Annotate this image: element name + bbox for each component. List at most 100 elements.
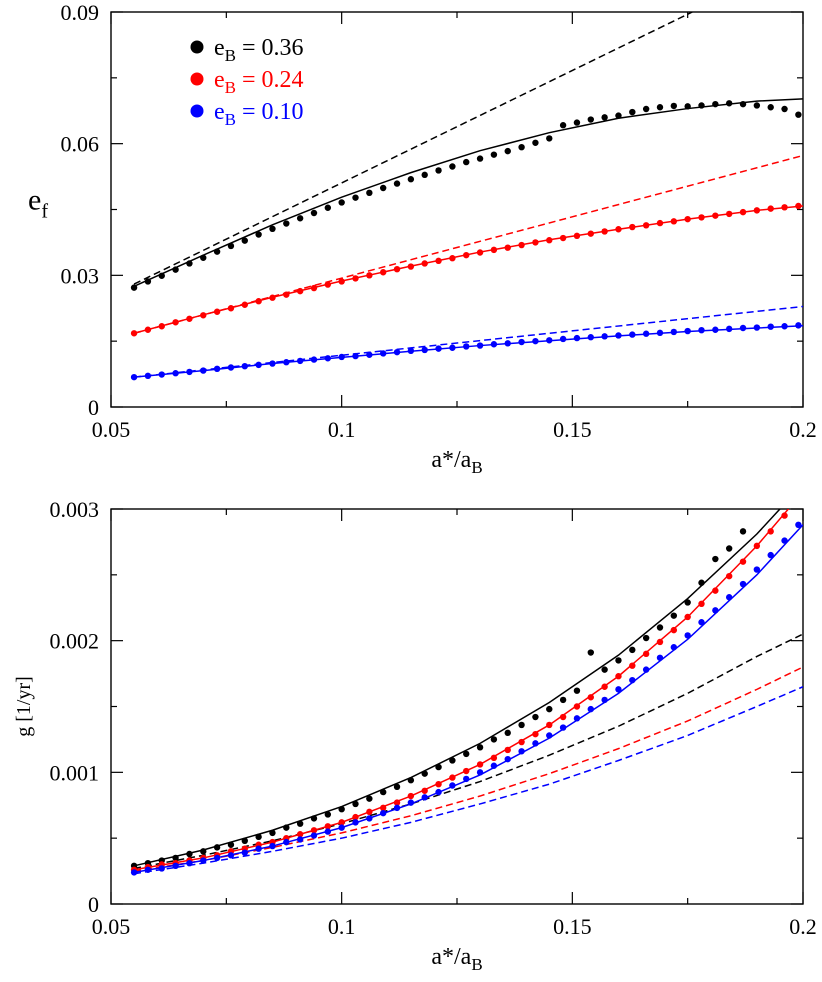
data-point — [546, 705, 553, 713]
data-point — [656, 624, 664, 631]
x-axis-label: a*/aB — [431, 944, 482, 974]
data-point — [781, 105, 788, 113]
series-group — [130, 509, 803, 876]
data-point — [781, 512, 788, 519]
tick-marks — [110, 508, 804, 905]
data-point — [767, 104, 774, 111]
data-point — [601, 114, 608, 121]
tick-labels: 0.05 0.1 0.15 0.2 0 0.001 0.002 0.003 — [50, 497, 817, 939]
data-point — [518, 721, 525, 729]
data-point — [393, 180, 401, 187]
y-axis-label: ef — [28, 184, 48, 223]
data-point — [532, 139, 539, 146]
y-tick-label: 0.06 — [61, 132, 100, 157]
data-point — [573, 119, 581, 126]
x-axis-label-sub: B — [471, 955, 482, 974]
series-e-b-0-24-fit — [133, 205, 803, 334]
data-point — [573, 687, 581, 694]
data-point — [463, 750, 470, 758]
legend-item: eB = 0.10 — [190, 99, 304, 129]
data-point — [490, 736, 498, 743]
series-e-b-0-10-linear — [133, 305, 803, 378]
data-point — [767, 551, 774, 559]
data-point — [656, 638, 664, 646]
data-point — [532, 713, 539, 721]
y-tick-label: 0.03 — [61, 263, 100, 288]
data-point — [559, 724, 567, 731]
data-point — [629, 108, 636, 116]
x-tick-label: 0.05 — [92, 914, 131, 939]
x-tick-label: 0.1 — [328, 417, 356, 442]
data-point — [587, 694, 594, 701]
data-point — [393, 783, 401, 791]
series-e-b-0-10-linear — [133, 686, 803, 875]
legend-marker — [190, 40, 204, 54]
data-point — [449, 163, 456, 170]
data-point — [296, 215, 304, 222]
x-axis-label-main: a*/a — [431, 944, 471, 970]
x-tick-label: 0.2 — [789, 914, 817, 939]
data-point — [476, 744, 484, 751]
y-tick-label: 0 — [88, 395, 99, 420]
series-e-b-0-24-simulation — [130, 202, 802, 337]
data-point — [518, 143, 525, 151]
data-point — [407, 176, 415, 183]
series-e-b-0-36-fit — [133, 509, 781, 867]
data-point — [283, 220, 290, 227]
data-point — [795, 521, 802, 528]
series-group — [130, 12, 803, 381]
series-e-b-0-36-fit — [133, 98, 803, 287]
series-e-b-0-36-linear — [133, 12, 693, 285]
x-axis-label: a*/aB — [431, 447, 482, 477]
data-point — [241, 237, 248, 244]
data-point — [352, 194, 359, 201]
series-e-b-0-24-fit — [133, 509, 790, 871]
data-point — [795, 111, 802, 118]
legend-label: eB = 0.36 — [214, 35, 304, 65]
data-point — [670, 612, 678, 619]
x-axis-label-main: a*/a — [431, 447, 471, 473]
data-point — [490, 151, 498, 158]
x-axis-label-sub: B — [471, 458, 482, 477]
data-point — [629, 646, 636, 654]
data-point — [379, 184, 387, 192]
x-tick-label: 0.2 — [789, 417, 817, 442]
y-tick-label: 0.001 — [50, 760, 100, 785]
series-e-b-0-24-linear — [133, 154, 803, 334]
legend-marker — [190, 104, 204, 118]
data-point — [753, 102, 761, 109]
data-point — [629, 662, 636, 669]
y-tick-label: 0.002 — [50, 629, 100, 654]
data-point — [449, 757, 456, 764]
legend-item: eB = 0.24 — [190, 67, 304, 97]
data-point — [767, 528, 774, 535]
data-point — [642, 634, 650, 642]
tick-marks — [110, 11, 804, 408]
series-e-b-0-36-simulation — [130, 528, 747, 870]
y-tick-label: 0.09 — [61, 0, 100, 25]
data-point — [130, 373, 138, 381]
series-e-b-0-24-linear — [133, 666, 803, 872]
data-point — [615, 686, 622, 693]
y-tick-label: 0 — [88, 892, 99, 917]
x-tick-label: 0.15 — [553, 417, 592, 442]
data-point — [269, 225, 276, 233]
data-point — [712, 587, 719, 594]
panel-growth-rate: 0.05 0.1 0.15 0.2 0 0.001 0.002 0.003 a*/aB g [… — [13, 497, 817, 974]
data-point — [656, 104, 664, 111]
data-point — [366, 795, 373, 802]
data-point — [739, 558, 747, 565]
data-point — [366, 189, 373, 197]
data-point — [421, 171, 428, 179]
data-point — [324, 204, 332, 211]
y-axis-label-main: e — [28, 184, 41, 217]
tick-labels: 0.05 0.1 0.15 0.2 0 0.03 0.06 0.09 — [61, 0, 817, 442]
legend-marker — [190, 72, 204, 86]
plot-frame — [110, 508, 804, 905]
data-point — [684, 599, 691, 606]
data-point — [504, 147, 511, 155]
x-tick-label: 0.05 — [92, 417, 131, 442]
